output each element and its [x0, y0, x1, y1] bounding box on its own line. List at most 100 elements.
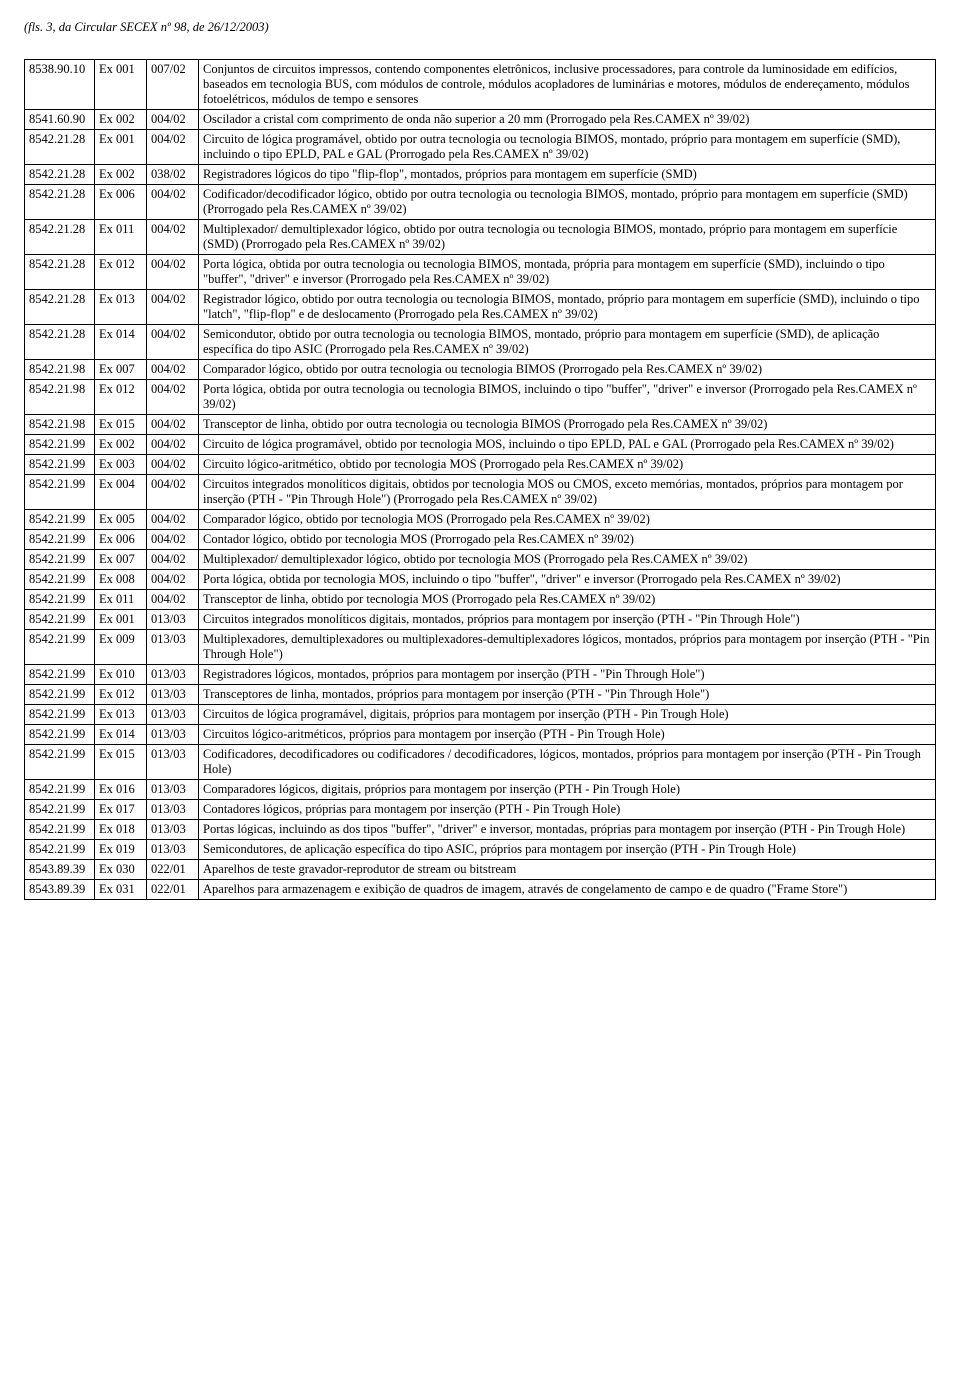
cell-desc: Multiplexador/ demultiplexador lógico, o… [199, 550, 936, 570]
cell-res: 004/02 [147, 415, 199, 435]
table-row: 8543.89.39Ex 030022/01Aparelhos de teste… [25, 860, 936, 880]
cell-ncm: 8543.89.39 [25, 860, 95, 880]
cell-ex: Ex 013 [95, 705, 147, 725]
cell-desc: Transceptores de linha, montados, própri… [199, 685, 936, 705]
table-row: 8542.21.28Ex 014004/02Semicondutor, obti… [25, 325, 936, 360]
cell-ncm: 8542.21.28 [25, 185, 95, 220]
cell-res: 022/01 [147, 860, 199, 880]
cell-res: 004/02 [147, 110, 199, 130]
cell-res: 038/02 [147, 165, 199, 185]
cell-ncm: 8542.21.28 [25, 130, 95, 165]
cell-res: 013/03 [147, 705, 199, 725]
table-row: 8542.21.99Ex 003004/02Circuito lógico-ar… [25, 455, 936, 475]
cell-ex: Ex 014 [95, 325, 147, 360]
cell-ex: Ex 007 [95, 550, 147, 570]
cell-ex: Ex 012 [95, 685, 147, 705]
table-row: 8542.21.99Ex 018013/03Portas lógicas, in… [25, 820, 936, 840]
cell-ncm: 8542.21.99 [25, 475, 95, 510]
cell-desc: Registradores lógicos do tipo "flip-flop… [199, 165, 936, 185]
cell-ex: Ex 007 [95, 360, 147, 380]
cell-desc: Circuito de lógica programável, obtido p… [199, 130, 936, 165]
cell-res: 004/02 [147, 360, 199, 380]
cell-ex: Ex 011 [95, 590, 147, 610]
cell-res: 004/02 [147, 475, 199, 510]
cell-desc: Porta lógica, obtida por outra tecnologi… [199, 380, 936, 415]
table-row: 8542.21.99Ex 002004/02Circuito de lógica… [25, 435, 936, 455]
cell-ex: Ex 006 [95, 185, 147, 220]
table-row: 8542.21.98Ex 015004/02Transceptor de lin… [25, 415, 936, 435]
table-row: 8542.21.28Ex 012004/02Porta lógica, obti… [25, 255, 936, 290]
cell-res: 004/02 [147, 255, 199, 290]
cell-ex: Ex 002 [95, 435, 147, 455]
cell-res: 013/03 [147, 800, 199, 820]
cell-ncm: 8542.21.28 [25, 220, 95, 255]
table-row: 8542.21.98Ex 007004/02Comparador lógico,… [25, 360, 936, 380]
table-row: 8543.89.39Ex 031022/01Aparelhos para arm… [25, 880, 936, 900]
cell-desc: Aparelhos para armazenagem e exibição de… [199, 880, 936, 900]
cell-desc: Transceptor de linha, obtido por outra t… [199, 415, 936, 435]
cell-desc: Circuito lógico-aritmético, obtido por t… [199, 455, 936, 475]
cell-desc: Circuitos integrados monolíticos digitai… [199, 475, 936, 510]
cell-res: 004/02 [147, 220, 199, 255]
cell-ex: Ex 012 [95, 380, 147, 415]
cell-ex: Ex 003 [95, 455, 147, 475]
cell-ncm: 8542.21.99 [25, 840, 95, 860]
cell-res: 022/01 [147, 880, 199, 900]
cell-desc: Comparador lógico, obtido por outra tecn… [199, 360, 936, 380]
cell-res: 004/02 [147, 380, 199, 415]
table-row: 8542.21.28Ex 002038/02Registradores lógi… [25, 165, 936, 185]
cell-ncm: 8542.21.99 [25, 590, 95, 610]
cell-desc: Contador lógico, obtido por tecnologia M… [199, 530, 936, 550]
cell-ncm: 8542.21.99 [25, 780, 95, 800]
cell-ncm: 8542.21.99 [25, 745, 95, 780]
cell-desc: Circuitos lógico-aritméticos, próprios p… [199, 725, 936, 745]
cell-ncm: 8542.21.99 [25, 725, 95, 745]
table-row: 8542.21.99Ex 014013/03Circuitos lógico-a… [25, 725, 936, 745]
cell-ncm: 8542.21.98 [25, 380, 95, 415]
cell-ex: Ex 008 [95, 570, 147, 590]
cell-ex: Ex 012 [95, 255, 147, 290]
cell-ncm: 8542.21.99 [25, 530, 95, 550]
cell-ncm: 8542.21.99 [25, 610, 95, 630]
cell-ncm: 8542.21.99 [25, 820, 95, 840]
cell-desc: Circuito de lógica programável, obtido p… [199, 435, 936, 455]
cell-ncm: 8542.21.99 [25, 550, 95, 570]
cell-desc: Conjuntos de circuitos impressos, conten… [199, 60, 936, 110]
cell-ncm: 8542.21.98 [25, 415, 95, 435]
cell-ncm: 8542.21.99 [25, 800, 95, 820]
cell-res: 004/02 [147, 530, 199, 550]
cell-ex: Ex 011 [95, 220, 147, 255]
cell-desc: Semicondutores, de aplicação específica … [199, 840, 936, 860]
cell-ex: Ex 018 [95, 820, 147, 840]
cell-ncm: 8542.21.99 [25, 455, 95, 475]
cell-ex: Ex 016 [95, 780, 147, 800]
table-row: 8542.21.28Ex 013004/02Registrador lógico… [25, 290, 936, 325]
cell-desc: Transceptor de linha, obtido por tecnolo… [199, 590, 936, 610]
cell-desc: Porta lógica, obtida por tecnologia MOS,… [199, 570, 936, 590]
cell-ncm: 8542.21.99 [25, 570, 95, 590]
table-row: 8542.21.99Ex 012013/03Transceptores de l… [25, 685, 936, 705]
cell-ncm: 8538.90.10 [25, 60, 95, 110]
cell-res: 013/03 [147, 610, 199, 630]
cell-res: 004/02 [147, 325, 199, 360]
cell-desc: Codificadores, decodificadores ou codifi… [199, 745, 936, 780]
table-row: 8542.21.99Ex 019013/03Semicondutores, de… [25, 840, 936, 860]
table-row: 8542.21.28Ex 006004/02Codificador/decodi… [25, 185, 936, 220]
cell-ncm: 8542.21.99 [25, 665, 95, 685]
table-row: 8542.21.98Ex 012004/02Porta lógica, obti… [25, 380, 936, 415]
cell-ex: Ex 004 [95, 475, 147, 510]
cell-ncm: 8542.21.98 [25, 360, 95, 380]
cell-ex: Ex 017 [95, 800, 147, 820]
cell-res: 004/02 [147, 290, 199, 325]
cell-ncm: 8542.21.28 [25, 290, 95, 325]
cell-desc: Semicondutor, obtido por outra tecnologi… [199, 325, 936, 360]
cell-desc: Circuitos de lógica programável, digitai… [199, 705, 936, 725]
cell-ex: Ex 030 [95, 860, 147, 880]
cell-ncm: 8542.21.99 [25, 510, 95, 530]
cell-ncm: 8542.21.99 [25, 685, 95, 705]
cell-desc: Comparador lógico, obtido por tecnologia… [199, 510, 936, 530]
cell-desc: Codificador/decodificador lógico, obtido… [199, 185, 936, 220]
cell-desc: Registradores lógicos, montados, próprio… [199, 665, 936, 685]
cell-res: 004/02 [147, 510, 199, 530]
table-row: 8542.21.99Ex 008004/02Porta lógica, obti… [25, 570, 936, 590]
